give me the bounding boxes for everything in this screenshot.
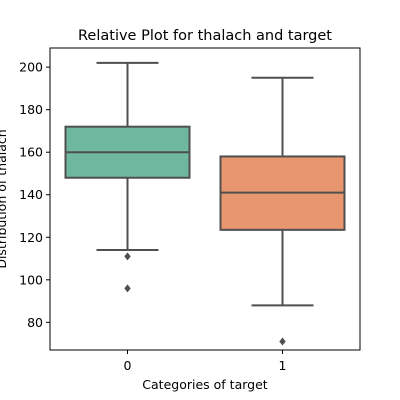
plot-area xyxy=(66,63,345,346)
y-axis: 80 100 120 140 160 180 200 xyxy=(19,60,50,330)
y-tick-label: 200 xyxy=(19,60,43,75)
outlier-point xyxy=(124,284,130,292)
y-tick-label: 120 xyxy=(19,230,43,245)
y-axis-label: Distribution of thalach xyxy=(0,129,9,268)
y-tick-label: 140 xyxy=(19,187,43,202)
x-tick-label: 0 xyxy=(124,358,132,373)
box-group-0 xyxy=(66,63,190,292)
outlier-point xyxy=(124,252,130,260)
y-tick-label: 160 xyxy=(19,145,43,160)
y-tick-label: 100 xyxy=(19,272,43,287)
y-tick-label: 180 xyxy=(19,102,43,117)
box-group-1 xyxy=(221,78,345,346)
chart-title: Relative Plot for thalach and target xyxy=(78,28,332,44)
y-tick-label: 80 xyxy=(27,315,43,330)
outlier-point xyxy=(279,337,285,345)
x-tick-label: 1 xyxy=(279,358,287,373)
x-axis-label: Categories of target xyxy=(142,377,267,392)
